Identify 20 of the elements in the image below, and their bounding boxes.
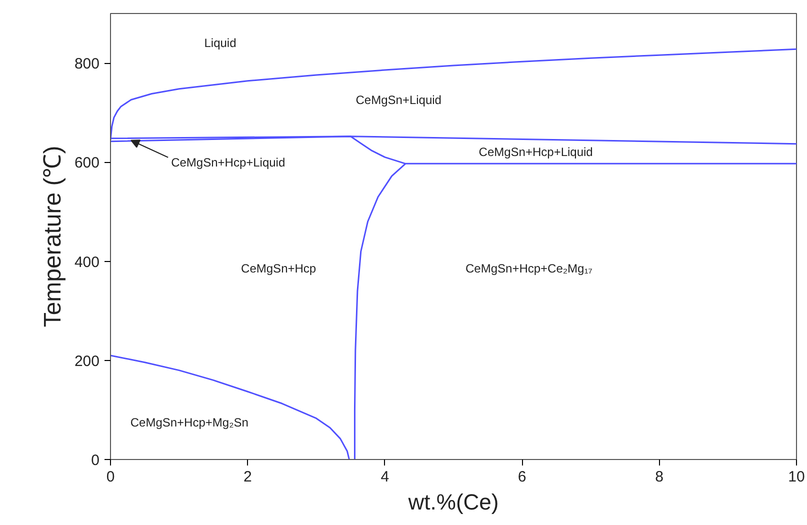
x-tick-label: 6 [518, 468, 526, 486]
annotation: CeMgSn+Hcp [241, 262, 316, 276]
x-tick-label: 10 [788, 468, 805, 486]
x-tick-label: 8 [655, 468, 664, 486]
y-tick-label: 800 [74, 56, 100, 73]
y-tick-label: 0 [91, 452, 100, 469]
x-tick-label: 0 [106, 468, 115, 486]
annotation: CeMgSn+Liquid [356, 93, 442, 108]
x-tick-label: 2 [244, 468, 252, 486]
y-axis-title: Temperature (℃) [39, 146, 66, 328]
annotation: CeMgSn+Hcp+Liquid [171, 155, 286, 170]
x-axis-title: wt.%(Ce) [407, 490, 499, 514]
y-tick-label: 400 [74, 254, 100, 271]
annotation: CeMgSn+Hcp+Ce₂Mg₁₇ [466, 262, 592, 276]
y-tick-label: 600 [74, 154, 100, 172]
annotation: CeMgSn+Hcp+Mg₂Sn [130, 415, 248, 430]
y-tick-label: 200 [74, 352, 100, 370]
annotation: Liquid [204, 36, 236, 50]
x-tick-label: 4 [380, 468, 390, 486]
annotation: CeMgSn+Hcp+Liquid [478, 145, 593, 160]
